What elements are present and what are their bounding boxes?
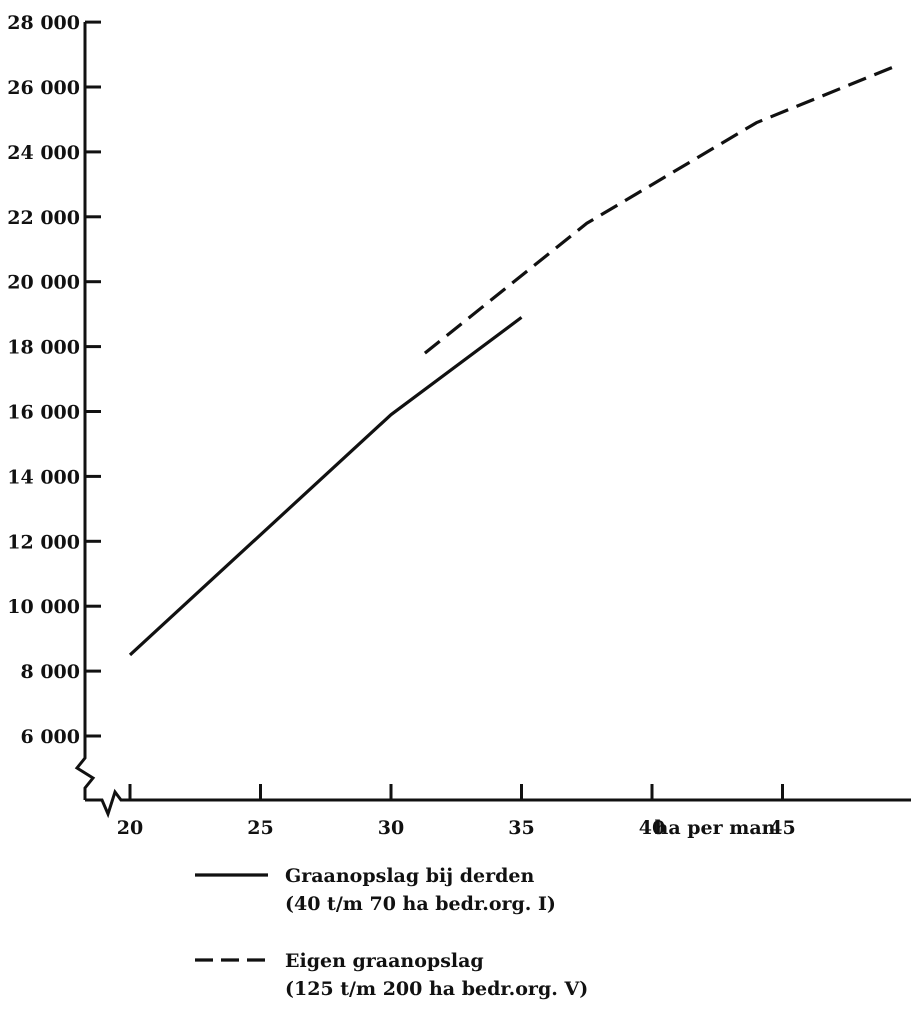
y-tick-label: 18 000 bbox=[7, 337, 80, 359]
y-tick-label: 24 000 bbox=[7, 142, 80, 164]
legend-label-dashed: Eigen graanopslag bbox=[285, 950, 484, 972]
y-tick-label: 26 000 bbox=[7, 77, 80, 99]
x-axis-title: ha per man bbox=[655, 817, 776, 839]
y-tick-label: 6 000 bbox=[21, 726, 81, 748]
legend-item-dashed: Eigen graanopslag (125 t/m 200 ha bedr.o… bbox=[195, 950, 588, 1000]
series-line-dashed bbox=[423, 62, 901, 355]
x-tick-label: 45 bbox=[769, 817, 795, 839]
x-tick-label: 35 bbox=[508, 817, 534, 839]
y-tick-label: 10 000 bbox=[7, 596, 80, 618]
legend-sublabel-solid: (40 t/m 70 ha bedr.org. I) bbox=[285, 893, 556, 915]
y-tick-label: 12 000 bbox=[7, 531, 80, 553]
legend-sublabel-dashed: (125 t/m 200 ha bedr.org. V) bbox=[285, 978, 588, 1000]
x-tick-label: 20 bbox=[117, 817, 143, 839]
x-axis-ticks: 20 25 30 35 40 45 bbox=[117, 784, 796, 839]
legend-item-solid: Graanopslag bij derden (40 t/m 70 ha bed… bbox=[195, 865, 556, 915]
series-line-solid bbox=[128, 316, 523, 657]
legend-label-solid: Graanopslag bij derden bbox=[285, 865, 535, 887]
x-tick-label: 25 bbox=[247, 817, 273, 839]
x-tick-label: 40 bbox=[639, 817, 665, 839]
y-tick-label: 22 000 bbox=[7, 207, 80, 229]
y-axis-ticks: 6 000 8 000 10 000 12 000 14 000 16 000 18 000… bbox=[7, 12, 101, 748]
x-tick-label: 30 bbox=[378, 817, 404, 839]
axes bbox=[74, 22, 911, 819]
y-tick-label: 28 000 bbox=[7, 12, 80, 34]
y-tick-label: 16 000 bbox=[7, 402, 80, 424]
series-lines bbox=[128, 62, 901, 657]
y-axis-line bbox=[74, 22, 96, 800]
y-tick-label: 8 000 bbox=[21, 661, 81, 683]
y-tick-label: 14 000 bbox=[7, 466, 80, 488]
x-axis-line bbox=[85, 788, 911, 819]
legend: Graanopslag bij derden (40 t/m 70 ha bed… bbox=[195, 865, 588, 1000]
y-tick-label: 20 000 bbox=[7, 272, 80, 294]
